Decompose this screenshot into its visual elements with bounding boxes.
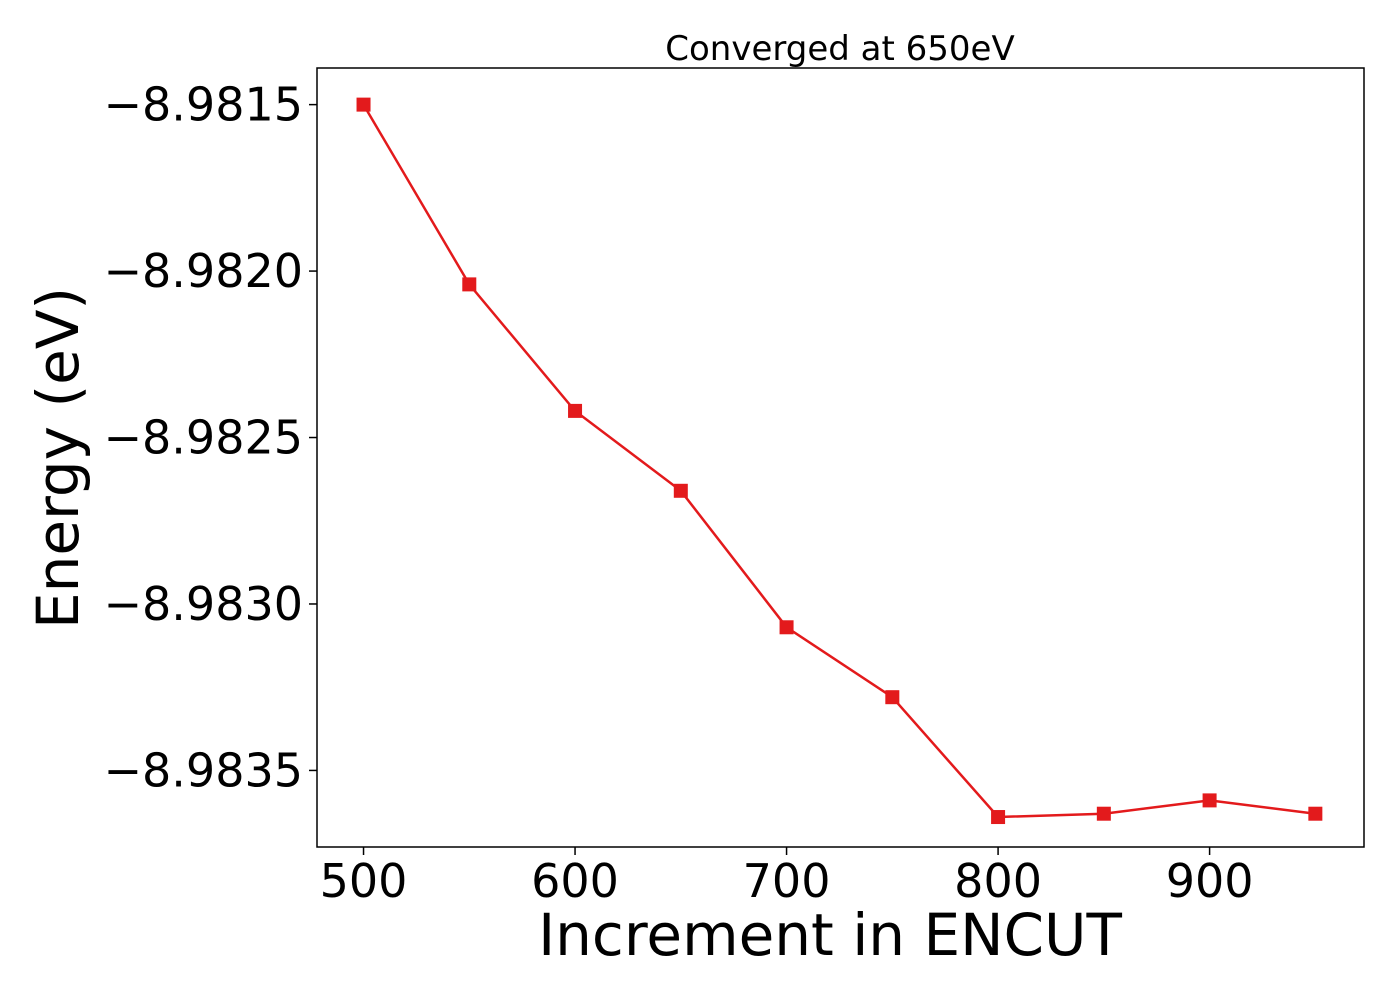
data-point xyxy=(462,277,477,292)
series-group xyxy=(356,97,1323,825)
data-point xyxy=(568,403,583,418)
y-tick-label: −8.9835 xyxy=(104,743,304,797)
plot-area-frame xyxy=(316,67,1365,848)
data-point xyxy=(779,620,794,635)
y-tick-label: −8.9820 xyxy=(104,244,304,298)
data-point xyxy=(1202,793,1217,808)
x-tick-label: 800 xyxy=(954,854,1042,908)
data-point xyxy=(1096,806,1111,821)
y-tick-label: −8.9830 xyxy=(104,577,304,631)
x-tick-label: 500 xyxy=(320,854,408,908)
x-axis-ticks: 500 600 700 800 900 xyxy=(320,847,1254,908)
data-point xyxy=(673,483,688,498)
y-axis-label: Energy (eV) xyxy=(24,287,92,629)
x-axis-label: Increment in ENCUT xyxy=(538,901,1122,969)
data-point xyxy=(356,97,371,112)
data-point xyxy=(885,690,900,705)
data-point xyxy=(1308,806,1323,821)
y-tick-label: −8.9815 xyxy=(104,78,304,132)
y-axis-ticks: −8.9815 −8.9820 −8.9825 −8.9830 −8.9835 xyxy=(104,78,317,797)
x-tick-label: 600 xyxy=(531,854,619,908)
x-tick-label: 700 xyxy=(743,854,831,908)
chart-title: Converged at 650eV xyxy=(665,29,1014,69)
data-point xyxy=(991,810,1006,825)
y-tick-label: −8.9825 xyxy=(104,411,304,465)
series-line xyxy=(362,103,1316,819)
x-tick-label: 900 xyxy=(1166,854,1254,908)
